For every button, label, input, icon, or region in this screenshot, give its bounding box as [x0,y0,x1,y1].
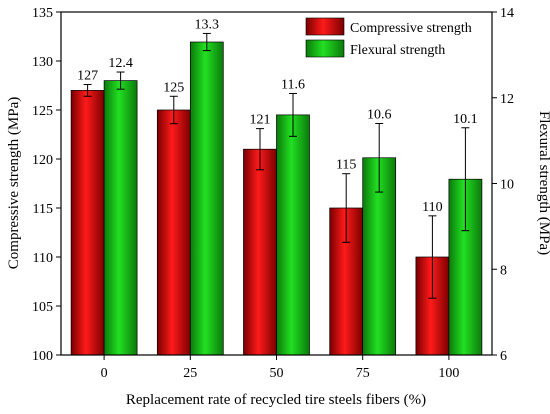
data-label-compressive-100: 110 [422,200,442,215]
left-axis-title: Compressive strength (MPa) [6,97,22,269]
x-tick-label: 0 [101,366,108,381]
x-tick-label: 50 [270,366,284,381]
error-bar-flexural-0 [116,71,125,90]
error-bar-compressive-25 [169,95,178,125]
left-tick-label: 115 [33,202,53,217]
error-bar-compressive-75 [342,173,351,243]
bar-flexural-50 [276,114,310,356]
left-tick-label: 135 [32,6,53,21]
bar-compressive-50 [243,148,277,356]
x-tick-label: 25 [183,366,197,381]
right-tick-label: 10 [500,178,514,193]
legend: Compressive strength Flexural strength [305,17,472,58]
right-axis-ticks: 6 8 10 12 14 [492,6,514,364]
bar-compressive-25 [156,109,191,356]
right-tick-label: 14 [500,6,514,21]
data-label-compressive-50: 121 [250,113,271,128]
legend-label-compressive: Compressive strength [350,21,472,36]
error-bar-compressive-100 [428,215,437,299]
data-label-flexural-0: 12.4 [108,56,133,71]
error-bar-flexural-50 [289,92,297,137]
error-bar-flexural-25 [202,32,211,52]
legend-swatch-flexural [305,39,345,58]
data-label-flexural-50: 11.6 [281,77,305,92]
bars-layer [70,41,483,356]
left-tick-label: 130 [32,55,53,70]
x-axis-ticks: 0 25 50 75 100 [101,355,459,381]
error-bar-compressive-50 [256,128,264,171]
bar-compressive-0 [70,90,105,356]
data-label-flexural-100: 10.1 [453,112,478,127]
left-tick-label: 120 [32,153,53,168]
left-tick-label: 110 [33,251,53,266]
right-tick-label: 8 [500,263,507,278]
left-tick-label: 105 [32,300,53,315]
x-tick-label: 100 [438,366,459,381]
left-tick-label: 100 [32,349,53,364]
right-axis-title: Flexural strength (MPa) [536,111,550,255]
error-bar-compressive-0 [83,84,92,97]
data-label-compressive-25: 125 [163,80,184,95]
bar-flexural-25 [189,41,224,356]
left-tick-label: 125 [32,104,53,119]
legend-label-flexural: Flexural strength [350,43,445,58]
x-tick-label: 75 [356,366,370,381]
error-bars-layer [83,32,470,299]
error-bar-flexural-100 [461,127,470,232]
data-labels-layer: 127 12.4 125 13.3 121 11.6 115 10.6 110 10.1 [77,17,478,214]
data-label-compressive-75: 115 [336,158,356,173]
right-tick-label: 6 [500,349,507,364]
data-label-flexural-75: 10.6 [367,107,392,122]
data-label-flexural-25: 13.3 [195,17,220,32]
x-axis-title: Replacement rate of recycled tire steels… [126,392,426,408]
legend-swatch-compressive [305,17,345,36]
data-label-compressive-0: 127 [77,69,98,84]
error-bar-flexural-75 [375,122,384,193]
left-axis-ticks: 100 105 110 115 120 125 130 135 [32,6,61,364]
right-tick-label: 12 [500,92,514,107]
bar-flexural-0 [103,80,138,356]
